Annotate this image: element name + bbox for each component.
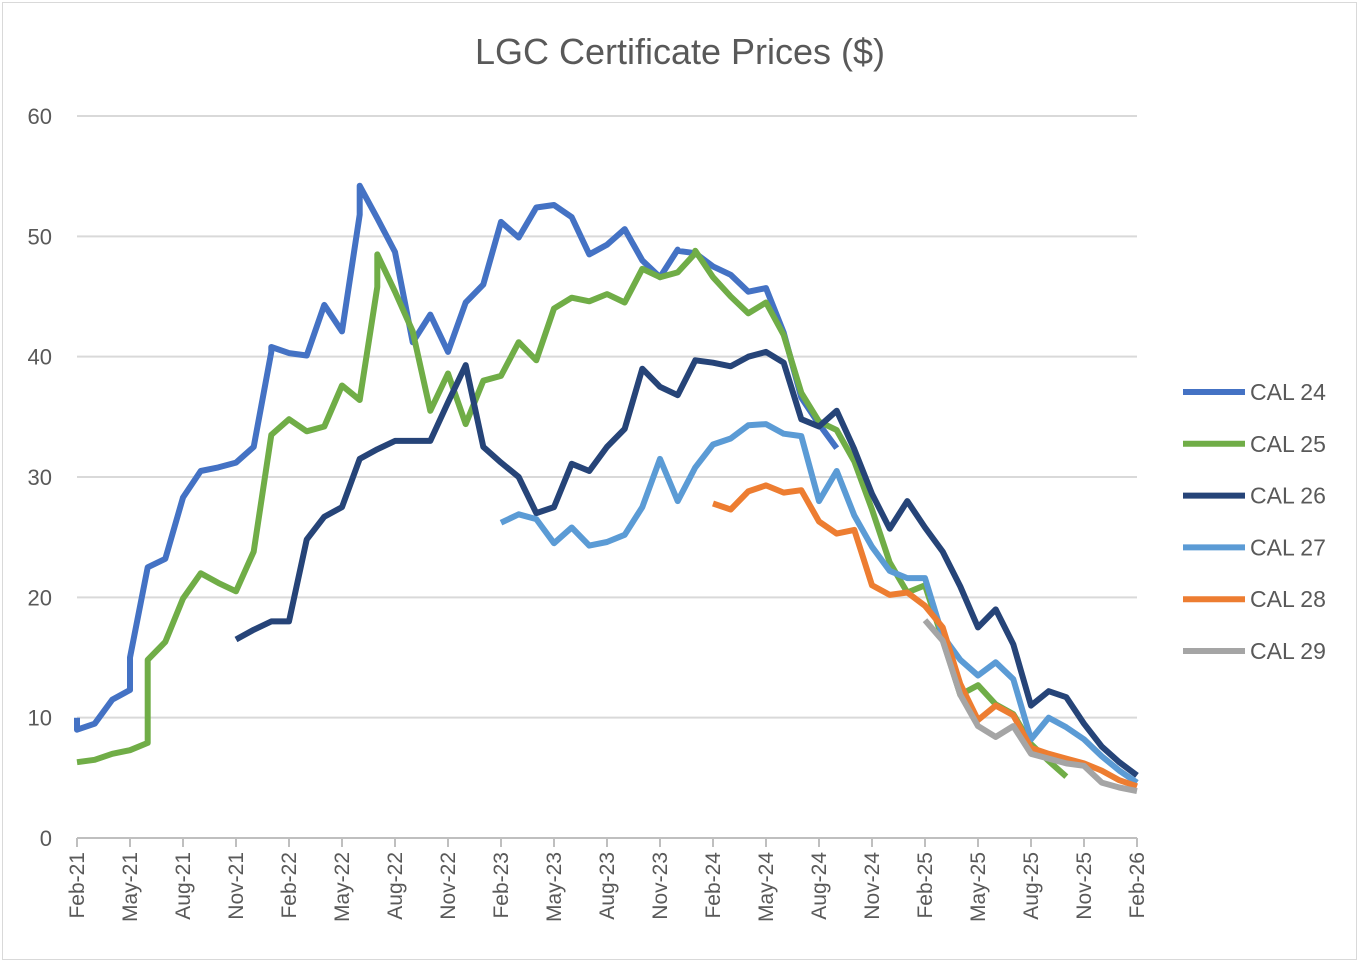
x-tick-label: Nov-22 bbox=[437, 852, 460, 920]
x-axis-ticks: Feb-21 May-21 Aug-21 Nov-21 Feb-22 May-22 Aug-… bbox=[66, 837, 1149, 922]
x-tick-label: Feb-26 bbox=[1126, 852, 1149, 919]
x-tick-label: Nov-23 bbox=[649, 852, 672, 920]
legend-label-cal-27: CAL 27 bbox=[1250, 534, 1326, 560]
series-line-cal-26 bbox=[234, 348, 1139, 778]
x-tick-label: Feb-22 bbox=[278, 852, 301, 919]
series-line-cal-24 bbox=[74, 182, 840, 733]
x-tick-label: May-25 bbox=[967, 852, 990, 922]
y-tick-label: 60 bbox=[28, 104, 52, 129]
x-tick-label: Aug-24 bbox=[808, 852, 831, 920]
x-tick-label: May-23 bbox=[543, 852, 566, 922]
x-tick-label: May-21 bbox=[119, 852, 142, 922]
chart-title: LGC Certificate Prices ($) bbox=[475, 31, 885, 72]
x-tick-label: Feb-23 bbox=[490, 852, 513, 919]
y-tick-label: 0 bbox=[40, 826, 52, 851]
x-tick-label: Nov-24 bbox=[861, 852, 884, 920]
y-tick-label: 20 bbox=[28, 585, 52, 610]
x-tick-label: May-22 bbox=[331, 852, 354, 922]
legend-label-cal-29: CAL 29 bbox=[1250, 638, 1326, 664]
x-tick-label: Aug-22 bbox=[384, 852, 407, 920]
legend: CAL 24 CAL 25 CAL 26 CAL 27 CAL 28 CAL 29 bbox=[1183, 379, 1326, 664]
x-tick-label: Nov-21 bbox=[225, 852, 248, 920]
series-line-cal-25 bbox=[76, 247, 1069, 779]
x-tick-label: Aug-21 bbox=[172, 852, 195, 920]
series-line-cal-27 bbox=[499, 421, 1139, 786]
series-line-cal-28 bbox=[712, 482, 1138, 790]
x-tick-label: Nov-25 bbox=[1073, 852, 1096, 920]
gridlines bbox=[77, 115, 1137, 719]
x-tick-label: Feb-24 bbox=[702, 852, 725, 919]
series-line-cal-29 bbox=[922, 618, 1138, 795]
x-tick-label: Feb-25 bbox=[914, 852, 937, 919]
legend-label-cal-24: CAL 24 bbox=[1250, 379, 1326, 405]
y-tick-label: 10 bbox=[28, 706, 52, 731]
x-tick-label: Aug-25 bbox=[1020, 852, 1043, 920]
y-tick-label: 50 bbox=[28, 224, 52, 249]
y-axis-ticks: 0 10 20 30 40 50 60 bbox=[28, 104, 52, 851]
legend-label-cal-25: CAL 25 bbox=[1250, 431, 1326, 457]
legend-label-cal-26: CAL 26 bbox=[1250, 483, 1326, 509]
series-lines bbox=[74, 182, 1139, 795]
legend-label-cal-28: CAL 28 bbox=[1250, 586, 1326, 612]
y-tick-label: 30 bbox=[28, 465, 52, 490]
x-tick-label: Feb-21 bbox=[66, 852, 89, 919]
x-tick-label: May-24 bbox=[755, 852, 778, 922]
y-tick-label: 40 bbox=[28, 345, 52, 370]
x-tick-label: Aug-23 bbox=[596, 852, 619, 920]
